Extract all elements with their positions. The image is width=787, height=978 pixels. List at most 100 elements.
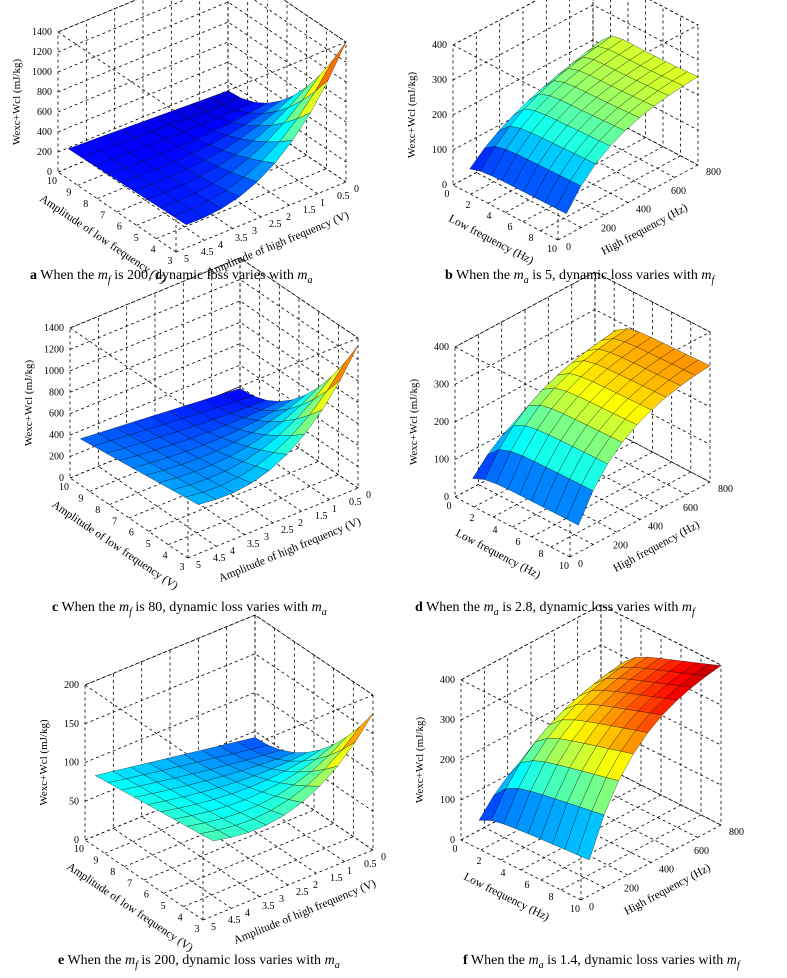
x-tick-label: 3 bbox=[195, 924, 200, 935]
x-tick-label: 9 bbox=[78, 493, 83, 504]
y-gridline bbox=[592, 0, 699, 166]
panel-d: 0 100 200 300 400 0 2 4 6 8 10 0 200 400 600 800 Wexc+Wc… bbox=[393, 271, 787, 625]
y-tick-label: 1 bbox=[320, 198, 325, 209]
x-tick-label: 10 bbox=[47, 176, 57, 187]
x-tick-label: 7 bbox=[112, 516, 117, 527]
x-gridline bbox=[148, 311, 320, 532]
panel-f: 0 100 200 300 400 0 2 4 6 8 10 0 200 400 600 800 Wexc+Wc… bbox=[393, 604, 787, 978]
x-tick-label: 8 bbox=[110, 867, 115, 878]
surface-patch bbox=[314, 41, 347, 92]
y-tick-label: 3 bbox=[279, 894, 284, 905]
z-tick-label: 600 bbox=[49, 409, 64, 420]
y-tick-label: 600 bbox=[683, 503, 698, 514]
y-tick-label: 400 bbox=[659, 865, 674, 876]
y-tick-label: 2.5 bbox=[281, 525, 294, 536]
z-tick-label: 0 bbox=[442, 180, 447, 191]
y-gridline bbox=[182, 281, 302, 512]
x-tick-label: 6 bbox=[117, 222, 122, 233]
y-tick-label: 4 bbox=[218, 240, 223, 251]
x-tick-label: 2 bbox=[477, 856, 482, 867]
y-gridline bbox=[545, 0, 652, 191]
z-gridline bbox=[69, 278, 359, 360]
surface-patch bbox=[326, 345, 359, 392]
x-axis-title: Amplitude of low frequency (V) bbox=[64, 861, 195, 955]
z-tick-label: 1400 bbox=[32, 27, 52, 38]
x-tick-label: 4 bbox=[501, 868, 506, 879]
z-tick-label: 300 bbox=[434, 380, 449, 391]
y-tick-label: 1 bbox=[332, 504, 337, 515]
z-tick-label: 100 bbox=[440, 795, 455, 806]
z-tick-label: 200 bbox=[37, 147, 52, 158]
z-tick-label: 300 bbox=[440, 715, 455, 726]
z-gridline bbox=[57, 0, 347, 43]
y-gridline bbox=[154, 293, 274, 524]
x-gridline bbox=[183, 681, 354, 908]
y-tick-label: 800 bbox=[706, 167, 721, 178]
x-tick-label: 7 bbox=[100, 210, 105, 221]
y-tick-label: 3 bbox=[252, 226, 257, 237]
x-axis-title: Low frequency (Hz) bbox=[462, 871, 551, 924]
y-tick-label: 0.5 bbox=[337, 191, 350, 202]
y-tick-label: 4 bbox=[230, 546, 235, 557]
caption-b: b When the ma is 5, dynamic loss varies … bbox=[445, 268, 715, 286]
caption-a: a When the mf is 200, dynamic loss varie… bbox=[30, 268, 313, 286]
x-tick-label: 0 bbox=[447, 501, 452, 512]
x-tick-label: 0 bbox=[453, 844, 458, 855]
x-tick-label: 8 bbox=[539, 549, 544, 560]
x-tick-label: 0 bbox=[445, 189, 450, 200]
z-tick-label: 200 bbox=[440, 755, 455, 766]
surface-patch bbox=[341, 713, 374, 751]
x-tick-label: 8 bbox=[95, 505, 100, 516]
z-tick-label: 200 bbox=[434, 417, 449, 428]
y-tick-label: 3.5 bbox=[262, 901, 275, 912]
y-gridline bbox=[483, 667, 605, 888]
y-tick-label: 2 bbox=[298, 518, 303, 529]
caption-f: f When the ma is 1.4, dynamic loss varie… bbox=[463, 953, 740, 971]
z-tick-label: 400 bbox=[37, 127, 52, 138]
x-tick-label: 4 bbox=[163, 551, 168, 562]
z-tick-label: 300 bbox=[432, 75, 447, 86]
z-gridline bbox=[57, 0, 347, 63]
caption-e: e When the mf is 200, dynamic loss varie… bbox=[58, 953, 340, 971]
y-tick-label: 1.5 bbox=[315, 511, 328, 522]
y-tick-label: 4.5 bbox=[228, 915, 241, 926]
z-tick-label: 400 bbox=[434, 342, 449, 353]
caption-d: d When the ma is 2.8, dynamic loss varie… bbox=[415, 600, 695, 618]
z-tick-label: 1200 bbox=[32, 47, 52, 58]
z-tick-label: 1400 bbox=[44, 323, 64, 334]
z-tick-label: 800 bbox=[49, 387, 64, 398]
y-gridline bbox=[475, 32, 582, 228]
z-gridline bbox=[69, 364, 359, 446]
y-tick-label: 0 bbox=[578, 559, 583, 570]
x-gridline bbox=[104, 628, 276, 854]
x-tick-label: 6 bbox=[144, 890, 149, 901]
x-tick-label: 4 bbox=[151, 245, 156, 256]
box-top bbox=[454, 271, 711, 408]
x-gridline bbox=[202, 695, 374, 921]
surface-patch bbox=[555, 180, 582, 215]
y-gridline bbox=[477, 334, 594, 545]
x-tick-label: 6 bbox=[129, 528, 134, 539]
x-tick-label: 8 bbox=[529, 233, 534, 244]
y-tick-label: 3.5 bbox=[247, 539, 260, 550]
y-tick-label: 200 bbox=[624, 883, 639, 894]
x-gridline bbox=[163, 668, 335, 894]
x-tick-label: 9 bbox=[93, 855, 98, 866]
y-tick-label: 0 bbox=[366, 490, 371, 501]
box-top bbox=[69, 257, 359, 409]
x-tick-label: 6 bbox=[525, 880, 530, 891]
x-tick-label: 10 bbox=[59, 482, 69, 493]
z-tick-label: 600 bbox=[37, 107, 52, 118]
z-tick-label: 800 bbox=[37, 87, 52, 98]
panel-b: 0 100 200 300 400 0 2 4 6 8 10 0 200 400 600 800 Wexc+Wc… bbox=[393, 0, 787, 290]
x-tick-label: 7 bbox=[127, 878, 132, 889]
y-gridline bbox=[594, 272, 711, 483]
panel-e: 0 50 100 150 200 10 9 8 7 6 5 4 3 5 4.5 4 3.5 3 2.5 2 1.5 1 0.… bbox=[0, 614, 393, 978]
y-gridline bbox=[454, 347, 571, 558]
caption-c: c When the mf is 80, dynamic loss varies… bbox=[52, 600, 327, 618]
y-gridline bbox=[170, 0, 290, 206]
z-axis-title: Wexc+Wcl (mJ/kg) bbox=[11, 59, 23, 146]
surface-patch bbox=[172, 209, 205, 225]
x-tick-label: 10 bbox=[547, 244, 557, 255]
